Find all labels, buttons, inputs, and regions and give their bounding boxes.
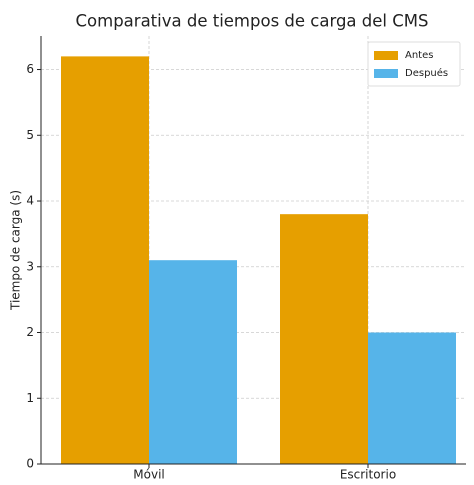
legend-swatch [374, 69, 398, 78]
bar [61, 56, 149, 464]
x-tick-label: Móvil [133, 468, 164, 482]
bar [280, 214, 368, 464]
y-tick-label: 5 [26, 128, 34, 142]
y-axis-label: Tiempo de carga (s) [9, 190, 23, 311]
y-tick-label: 3 [26, 259, 34, 273]
bar [149, 260, 237, 464]
legend-swatch [374, 51, 398, 60]
y-tick-label: 0 [26, 457, 34, 471]
x-tick-label: Escritorio [340, 468, 396, 482]
legend-label: Después [405, 67, 448, 79]
y-tick-label: 4 [26, 194, 34, 208]
y-tick-label: 6 [26, 62, 34, 76]
chart-title: Comparativa de tiempos de carga del CMS [76, 12, 429, 31]
y-tick-label: 1 [26, 391, 34, 405]
bar [368, 332, 456, 464]
legend-box [367, 41, 461, 87]
legend: Antes Después [367, 41, 461, 87]
legend-label: Antes [405, 50, 433, 61]
y-tick-label: 2 [26, 325, 34, 339]
